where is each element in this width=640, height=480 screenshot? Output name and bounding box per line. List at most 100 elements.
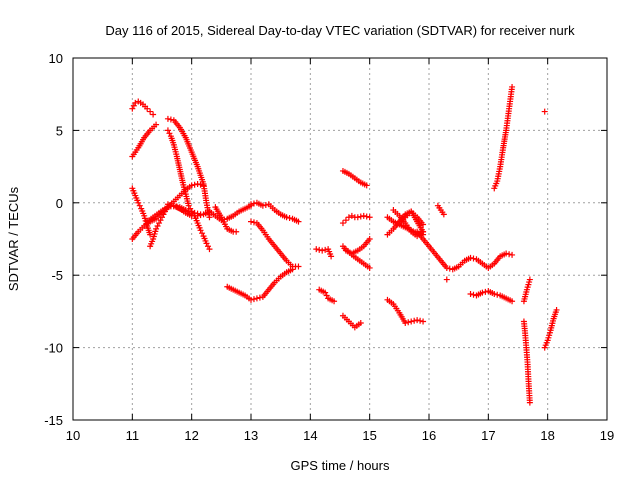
y-tick-label: 5 [56, 123, 63, 138]
data-point [167, 201, 174, 208]
data-point [147, 231, 154, 238]
data-point [322, 246, 329, 253]
axis-ticks: 10 11 12 13 14 15 16 17 18 19 -15 -10 -5 0 5 10 [44, 51, 614, 443]
data-point [402, 319, 409, 326]
data-point [256, 294, 263, 301]
data-point [248, 296, 254, 303]
data-point [136, 202, 143, 209]
x-tick-label: 19 [600, 428, 614, 443]
data-point [354, 214, 361, 221]
data-point [283, 214, 290, 221]
data-point [248, 218, 254, 225]
data-point [405, 319, 412, 326]
y-axis-title: SDTVAR / TECUs [6, 186, 21, 291]
data-point [420, 221, 427, 228]
data-point [467, 291, 474, 298]
data-point [289, 266, 296, 273]
data-point [194, 212, 201, 219]
data-point [164, 201, 171, 208]
x-tick-label: 15 [362, 428, 376, 443]
series-b2 [164, 127, 213, 253]
data-point [494, 291, 501, 298]
x-tick-label: 10 [66, 428, 80, 443]
data-point [233, 228, 240, 235]
series-c6 [339, 236, 373, 257]
data-point [541, 108, 548, 115]
data-point [479, 289, 486, 296]
series-b6 [248, 218, 302, 270]
y-tick-label: -5 [51, 268, 63, 283]
series-c5 [339, 212, 373, 227]
data-point [250, 296, 257, 303]
series-c2 [313, 246, 335, 260]
data-point [194, 180, 201, 187]
series-e1 [467, 288, 516, 305]
data-point [509, 298, 516, 305]
data-point [204, 243, 211, 250]
data-point [154, 222, 161, 229]
data-point [206, 246, 213, 253]
data-point [319, 247, 326, 254]
data-point [491, 291, 498, 298]
data-point [366, 236, 373, 242]
data-point [526, 399, 533, 406]
x-tick-label: 13 [244, 428, 258, 443]
y-tick-label: 0 [56, 196, 63, 211]
data-point [295, 263, 302, 270]
data-point [259, 202, 266, 209]
data-point [357, 319, 364, 326]
series-e6 [541, 108, 548, 115]
series-e4 [520, 276, 533, 305]
data-point [348, 212, 355, 219]
data-point [147, 108, 154, 115]
series-e3 [520, 318, 533, 406]
data-point [443, 276, 450, 283]
data-point [248, 201, 254, 208]
data-point [313, 246, 320, 253]
data-point [506, 251, 513, 258]
data-point [363, 182, 370, 189]
series-b5 [248, 199, 302, 225]
x-tick-label: 12 [184, 428, 198, 443]
series-e2 [491, 83, 516, 192]
data-point [129, 105, 136, 112]
data-point [199, 230, 206, 237]
x-axis-title: GPS time / hours [291, 458, 390, 473]
data-point [253, 295, 260, 302]
series-d6 [384, 296, 427, 326]
series-b4 [212, 204, 240, 235]
data-point [366, 214, 373, 221]
data-point [191, 181, 198, 188]
data-point [331, 298, 338, 305]
data-point [509, 83, 516, 90]
data-point [443, 264, 450, 271]
data-point [342, 217, 349, 224]
x-tick-label: 16 [422, 428, 436, 443]
y-tick-label: 10 [49, 51, 63, 66]
series-d8 [443, 276, 450, 283]
series-c3 [316, 286, 338, 305]
data-point [328, 253, 335, 260]
data-point [357, 213, 364, 220]
series-d4 [396, 208, 427, 235]
data-point [316, 246, 323, 253]
data-point [470, 255, 477, 262]
series-c7 [342, 246, 373, 271]
data-point [295, 218, 302, 225]
series-a1 [129, 98, 157, 118]
plot-frame [72, 57, 608, 421]
data-point [420, 228, 427, 235]
series-c1 [224, 266, 296, 303]
y-tick-label: -10 [44, 341, 63, 356]
data-point [164, 127, 171, 134]
data-point [339, 220, 346, 227]
data-point [153, 121, 160, 128]
data-point [526, 276, 533, 283]
data-point [156, 220, 163, 227]
series-d7 [434, 202, 447, 218]
data-point [130, 102, 137, 109]
data-point [509, 251, 516, 258]
x-tick-label: 18 [540, 428, 554, 443]
data-point [360, 212, 367, 219]
series-c4 [339, 167, 370, 189]
